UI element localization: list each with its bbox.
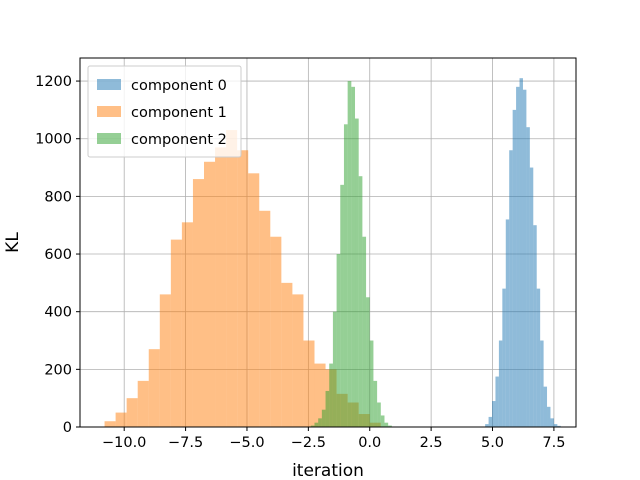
histogram-bar bbox=[362, 236, 367, 427]
histogram-bar bbox=[540, 340, 544, 427]
series-0-bars bbox=[485, 78, 561, 427]
histogram-bar bbox=[557, 425, 561, 427]
histogram-bar bbox=[329, 363, 333, 427]
histogram-bar bbox=[377, 402, 381, 427]
histogram-bar bbox=[550, 418, 554, 427]
histogram-bar bbox=[495, 376, 499, 427]
histogram-bar bbox=[340, 184, 344, 427]
histogram-bar bbox=[388, 425, 392, 427]
histogram-bar bbox=[270, 236, 282, 427]
histogram-bar bbox=[148, 349, 160, 427]
legend-label: component 1 bbox=[131, 105, 227, 121]
x-axis-label: iteration bbox=[292, 461, 364, 480]
plot-frame bbox=[79, 57, 577, 428]
y-tick-label: 200 bbox=[44, 362, 72, 378]
histogram-bar bbox=[259, 210, 271, 427]
histogram-bar bbox=[321, 409, 326, 427]
histogram-bar bbox=[310, 425, 315, 427]
x-tick-label: 5.0 bbox=[481, 435, 504, 451]
histogram-bar bbox=[226, 130, 238, 427]
histogram-bar bbox=[237, 150, 249, 427]
histogram-bar bbox=[204, 161, 216, 427]
y-tick-label: 400 bbox=[44, 305, 72, 321]
histogram-bar bbox=[248, 173, 260, 427]
histogram-bar bbox=[170, 239, 182, 427]
histogram-bar bbox=[512, 109, 517, 427]
histogram-bar bbox=[553, 424, 558, 427]
histogram-bar bbox=[516, 86, 520, 427]
histogram-bar bbox=[347, 81, 352, 427]
histogram-bar bbox=[115, 412, 127, 427]
histogram-bar bbox=[358, 176, 363, 427]
histogram-bar bbox=[526, 127, 530, 427]
histogram-bar bbox=[303, 340, 315, 427]
histogram-bar bbox=[488, 416, 493, 427]
histogram-bar bbox=[505, 219, 510, 427]
histogram-bar bbox=[318, 418, 322, 427]
histogram-bars bbox=[104, 78, 561, 427]
histogram-bar bbox=[343, 124, 348, 427]
y-tick-label: 600 bbox=[44, 247, 72, 263]
histogram-bar bbox=[373, 380, 378, 427]
legend-label: component 0 bbox=[131, 78, 227, 94]
x-tick-label: −2.5 bbox=[291, 435, 326, 451]
legend-swatch bbox=[97, 133, 121, 144]
histogram-bar bbox=[519, 78, 523, 427]
histogram-bar bbox=[181, 222, 193, 427]
histogram-bar bbox=[369, 340, 374, 427]
x-tick-label: −5.0 bbox=[229, 435, 264, 451]
y-tick-label: 1000 bbox=[35, 132, 72, 148]
x-tick-label: 2.5 bbox=[420, 435, 443, 451]
histogram-bar bbox=[137, 380, 149, 427]
y-tick-label: 1200 bbox=[35, 74, 72, 90]
histogram-bar bbox=[159, 294, 171, 427]
histogram-bar bbox=[281, 282, 293, 427]
histogram-bar bbox=[536, 288, 541, 427]
histogram-bar bbox=[366, 297, 370, 427]
histogram-bar bbox=[492, 401, 496, 427]
histogram-bar bbox=[126, 398, 138, 427]
series-1-bars bbox=[104, 130, 381, 427]
histogram-bar bbox=[215, 147, 227, 427]
y-axis-label: KL bbox=[3, 232, 23, 253]
x-tick-label: 0.0 bbox=[358, 435, 381, 451]
series-2-bars bbox=[310, 81, 392, 427]
y-tick-label: 0 bbox=[63, 420, 72, 436]
histogram-bar bbox=[529, 167, 534, 427]
x-tick-label: −7.5 bbox=[168, 435, 203, 451]
histogram-bar bbox=[509, 150, 513, 427]
histogram-bar bbox=[502, 288, 506, 427]
legend-label: component 2 bbox=[131, 132, 227, 148]
legend-swatch bbox=[97, 106, 121, 117]
histogram-bar bbox=[543, 386, 548, 427]
histogram-bar bbox=[355, 118, 359, 427]
histogram-bar bbox=[325, 390, 330, 427]
histogram-bar bbox=[522, 89, 527, 427]
histogram-bar bbox=[292, 294, 304, 427]
histogram-bar bbox=[533, 225, 537, 427]
histogram-bar bbox=[314, 363, 326, 427]
histogram-bar bbox=[104, 421, 116, 427]
x-tick-label: −10.0 bbox=[102, 435, 146, 451]
histogram-bar bbox=[192, 179, 204, 427]
histogram-bar bbox=[485, 424, 489, 427]
histogram-bar bbox=[384, 422, 389, 427]
histogram-bar bbox=[380, 415, 385, 427]
axis-ticks: −10.0 −7.5 −5.0 −2.5 0.0 2.5 5.0 7.5 0 200 400 600 8… bbox=[35, 74, 565, 451]
histogram-bar bbox=[498, 340, 503, 427]
histogram-bar bbox=[336, 254, 341, 427]
histogram-bar bbox=[547, 406, 551, 427]
histogram-bar bbox=[351, 86, 356, 427]
histogram-bar bbox=[314, 422, 319, 427]
y-tick-label: 800 bbox=[44, 189, 72, 205]
legend: component 0 component 1 component 2 bbox=[87, 65, 242, 158]
histogram-bar bbox=[332, 311, 337, 427]
legend-swatch bbox=[97, 79, 121, 90]
legend-box bbox=[87, 65, 242, 158]
x-tick-label: 7.5 bbox=[542, 435, 565, 451]
